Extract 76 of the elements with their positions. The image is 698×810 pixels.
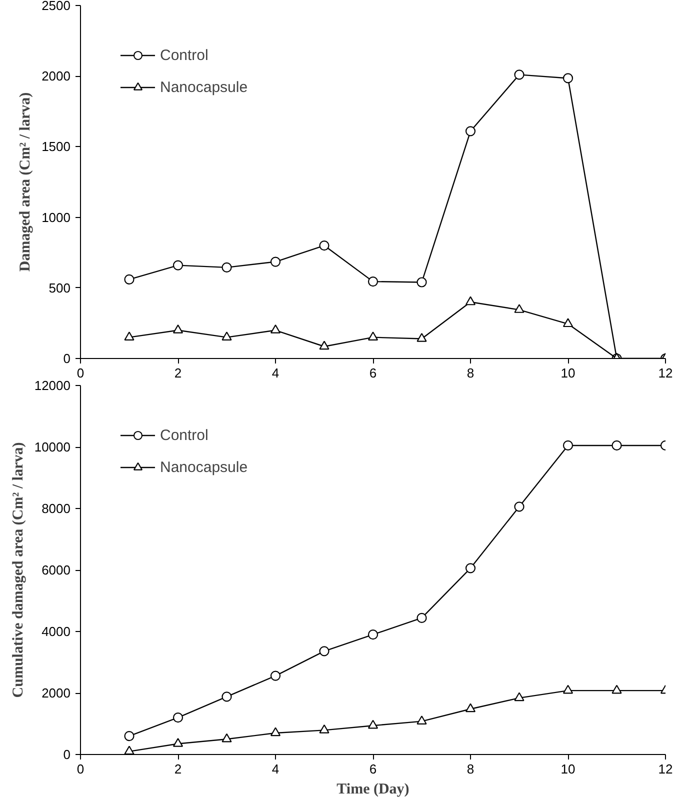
point <box>562 73 574 84</box>
point <box>514 70 524 80</box>
x-tick-label: 2 <box>174 366 182 380</box>
x-tick-label: 8 <box>466 762 474 776</box>
point <box>612 684 622 694</box>
x-tick-label: 10 <box>560 366 576 380</box>
y-axis-title: Cumulative damaged area (Cm² / larva) <box>10 442 26 698</box>
point <box>124 731 134 742</box>
x-tick-label: 4 <box>272 366 280 380</box>
point <box>514 304 524 313</box>
point <box>270 256 281 267</box>
y-tick-label: 10000 <box>34 440 71 454</box>
y-tick-label: 6000 <box>42 562 70 578</box>
x-tick-label: 0 <box>76 762 84 776</box>
point <box>319 340 330 350</box>
point <box>172 324 184 334</box>
point <box>172 738 184 747</box>
x-tick-label: 4 <box>272 762 280 776</box>
point <box>222 332 232 340</box>
point <box>124 746 134 754</box>
point <box>416 716 427 724</box>
legend-label: Control <box>160 46 208 64</box>
y-tick-label: 4000 <box>42 624 70 639</box>
x-tick-label: 8 <box>466 366 474 380</box>
x-tick-label: 12 <box>658 366 673 380</box>
point <box>465 126 476 136</box>
y-axis-title: Damaged area (Cm² / larva) <box>18 92 34 272</box>
point <box>172 260 184 270</box>
y-tick-label: 0 <box>63 351 71 366</box>
x-tick-label: 12 <box>658 762 673 776</box>
y-tick-label: 2000 <box>42 686 70 700</box>
point <box>562 318 574 328</box>
point <box>416 332 427 342</box>
x-tick-label: 2 <box>174 762 182 776</box>
legend-label: Nanocapsule <box>160 458 248 476</box>
point <box>416 277 427 288</box>
point <box>368 720 378 729</box>
point <box>514 502 524 512</box>
point <box>368 276 378 287</box>
point <box>368 630 378 640</box>
point <box>124 274 134 284</box>
y-tick-label: 2500 <box>42 0 70 13</box>
point <box>222 733 232 742</box>
point <box>319 240 330 251</box>
point <box>172 712 184 723</box>
y-tick-label: 12000 <box>34 378 71 393</box>
point <box>612 440 622 451</box>
point <box>270 324 281 334</box>
x-tick-label: 0 <box>76 366 84 380</box>
point <box>514 692 524 702</box>
y-tick-label: 0 <box>63 747 71 762</box>
y-tick-label: 1000 <box>42 210 70 225</box>
point <box>465 703 476 712</box>
point <box>319 646 330 656</box>
x-tick-label: 6 <box>369 366 377 380</box>
point <box>562 440 574 451</box>
y-tick-label: 500 <box>48 280 71 296</box>
point <box>270 727 281 736</box>
y-tick-label: 2000 <box>42 68 70 84</box>
x-tick-label: 6 <box>369 762 377 776</box>
x-axis-title: Time (Day) <box>336 782 410 798</box>
y-tick-label: 1500 <box>42 139 70 154</box>
point <box>465 296 476 306</box>
y-tick-label: 8000 <box>42 501 70 516</box>
point <box>368 332 378 340</box>
point <box>124 332 134 340</box>
point <box>222 692 232 702</box>
point <box>319 724 330 734</box>
point <box>465 563 476 574</box>
point <box>562 684 574 694</box>
point <box>416 612 427 624</box>
point <box>222 262 232 272</box>
point <box>270 670 281 681</box>
legend-label: Control <box>160 426 208 444</box>
legend-label: Nanocapsule <box>160 78 248 96</box>
x-tick-label: 10 <box>560 762 576 776</box>
